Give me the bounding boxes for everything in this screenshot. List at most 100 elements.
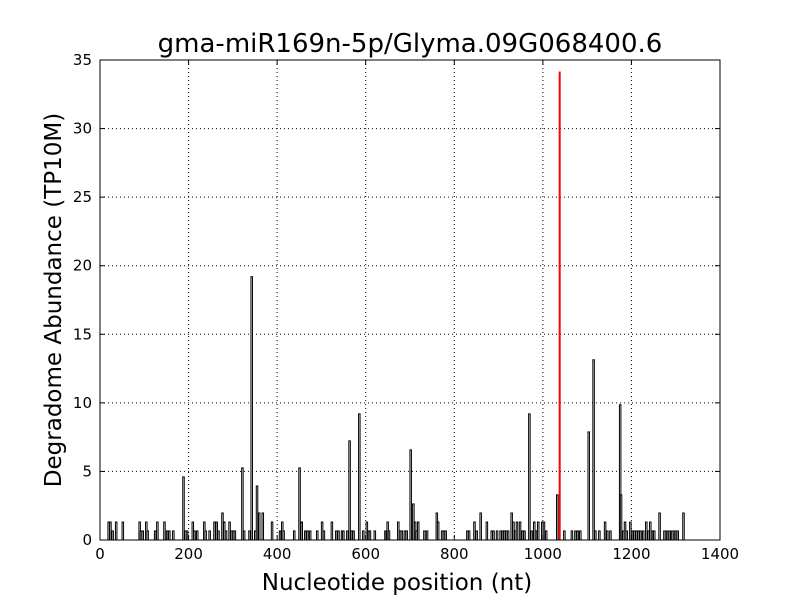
bar — [479, 512, 482, 541]
x-axis-label: Nucleotide position (nt) — [262, 570, 532, 596]
bar — [598, 530, 601, 541]
bar — [242, 530, 246, 541]
ticks-group: 0 200 400 600 800 1000 1200 1400 0 5 10 15 20 25 30 35 — [73, 51, 739, 563]
bar — [387, 530, 391, 541]
bar — [518, 521, 522, 541]
bar — [495, 530, 499, 541]
bar — [592, 359, 595, 541]
bar — [563, 530, 566, 541]
bar — [282, 530, 285, 541]
bar — [111, 530, 114, 541]
bar — [423, 530, 426, 541]
bar — [224, 530, 228, 541]
bar — [204, 530, 207, 541]
y-tick-label: 20 — [73, 257, 92, 275]
bar — [163, 521, 166, 541]
bar — [241, 467, 244, 541]
bar — [544, 530, 548, 541]
bar — [146, 530, 149, 541]
bar — [499, 530, 502, 541]
bar — [335, 530, 338, 541]
bar — [633, 530, 636, 541]
grid-lines — [100, 60, 720, 540]
bars-group — [107, 71, 685, 541]
bar — [650, 530, 654, 541]
bar — [114, 521, 118, 541]
bar — [523, 530, 526, 541]
bar — [233, 530, 237, 541]
bar — [300, 521, 303, 541]
bar — [156, 521, 159, 541]
x-tick-label: 600 — [351, 545, 380, 563]
bar — [665, 530, 669, 541]
x-tick-label: 0 — [95, 545, 105, 563]
bar — [121, 521, 125, 541]
bar — [536, 521, 540, 541]
bar — [556, 494, 559, 541]
bar — [570, 530, 574, 541]
bar — [436, 521, 440, 541]
bar — [416, 521, 420, 541]
bar — [574, 530, 577, 541]
bar — [485, 521, 489, 541]
bar — [673, 530, 677, 541]
bar — [248, 530, 251, 541]
bar — [304, 530, 307, 541]
bar — [250, 276, 253, 541]
bar — [603, 521, 607, 541]
highlight-bar — [558, 71, 561, 541]
bar — [534, 530, 538, 541]
bar — [653, 530, 656, 541]
bar — [185, 530, 189, 541]
x-tick-label: 1400 — [701, 545, 739, 563]
bar — [528, 413, 531, 541]
y-tick-label: 25 — [73, 188, 92, 206]
bar — [521, 530, 524, 541]
bar — [467, 530, 471, 541]
bar — [671, 530, 674, 541]
bar — [542, 521, 546, 541]
bar — [425, 530, 429, 541]
bar — [676, 530, 679, 541]
bar — [639, 530, 642, 541]
bar — [400, 530, 404, 541]
bar — [168, 530, 171, 541]
x-tick-label: 400 — [263, 545, 292, 563]
bar — [257, 512, 261, 541]
bar — [587, 431, 590, 541]
bar — [322, 530, 326, 541]
bar — [213, 521, 216, 541]
bar — [255, 485, 259, 541]
bar — [475, 530, 478, 541]
y-tick-label: 15 — [73, 325, 92, 343]
x-tick-label: 1200 — [612, 545, 650, 563]
bar — [270, 521, 274, 541]
bar — [195, 530, 199, 541]
bar — [576, 530, 579, 541]
chart-title: gma-miR169n-5p/Glyma.09G068400.6 — [158, 29, 663, 59]
bar — [208, 530, 211, 541]
bar — [292, 530, 296, 541]
plot-frame — [99, 59, 721, 541]
bar — [625, 530, 629, 541]
bar — [473, 521, 476, 541]
bar — [278, 530, 282, 541]
bar — [316, 530, 319, 541]
bar — [358, 413, 361, 541]
y-tick-label: 35 — [73, 51, 92, 69]
bar — [682, 512, 685, 541]
bar — [165, 530, 169, 541]
y-tick-label: 10 — [73, 394, 92, 412]
bar — [368, 530, 372, 541]
bar — [506, 530, 510, 541]
x-tick-label: 200 — [174, 545, 203, 563]
bar — [579, 530, 582, 541]
bar — [261, 512, 265, 541]
bar — [594, 530, 597, 541]
y-tick-label: 5 — [82, 462, 92, 480]
bar — [606, 530, 609, 541]
bar — [373, 530, 377, 541]
y-axis-label: Degradome Abundance (TP10M) — [41, 113, 67, 487]
bar — [352, 530, 355, 541]
